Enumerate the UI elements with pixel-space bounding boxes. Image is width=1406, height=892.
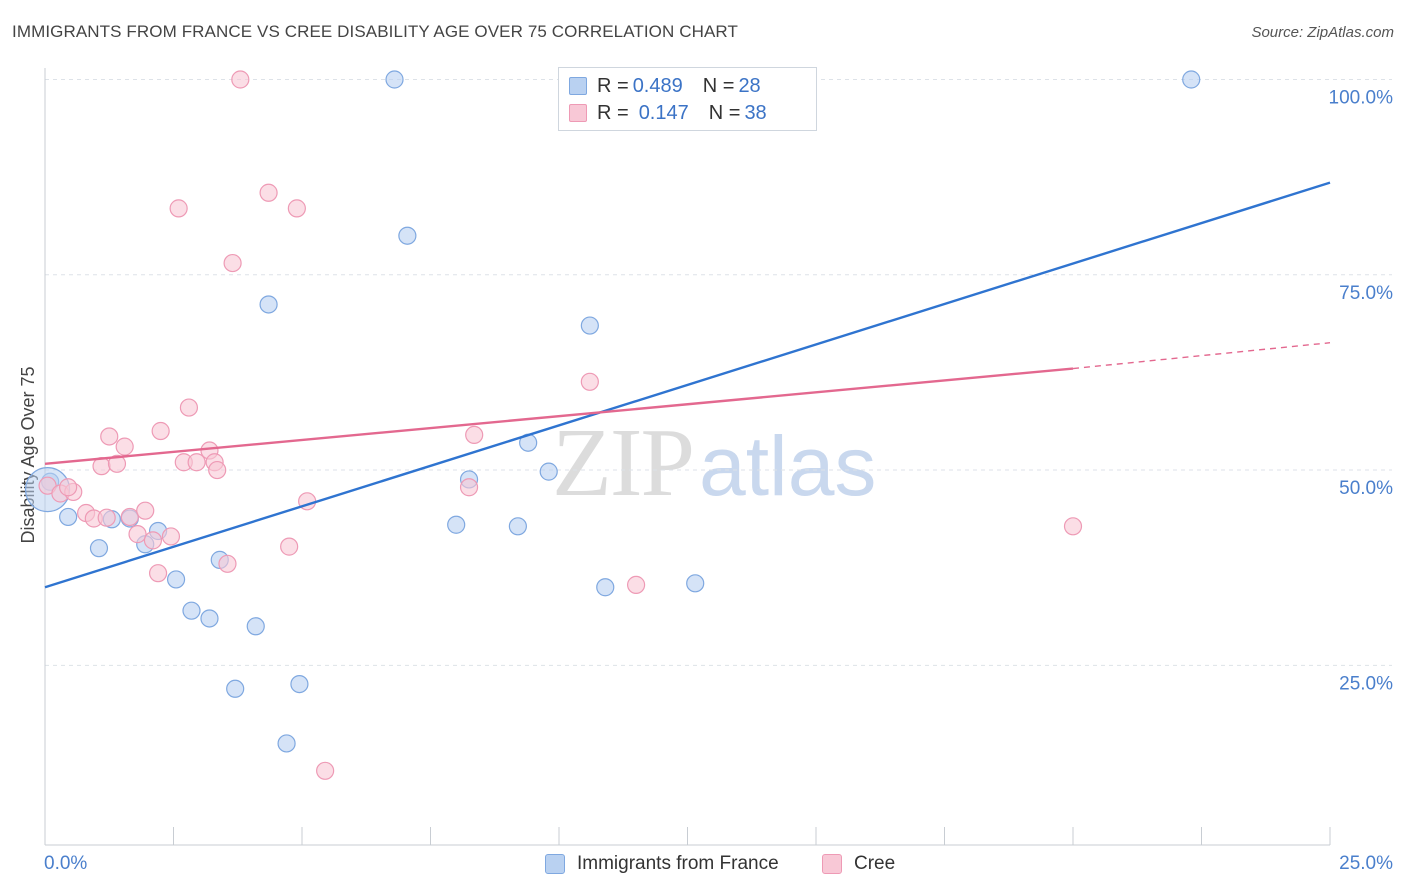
cree-point	[580, 372, 599, 391]
y-tick-label: 50.0%	[1339, 478, 1393, 499]
legend-swatch-cree	[569, 104, 587, 122]
source-credit: Source: ZipAtlas.com	[1251, 24, 1394, 41]
cree-point	[179, 398, 199, 417]
legend-row-cree: R = 0.147 N = 38	[569, 100, 767, 126]
n-value: 38	[744, 101, 767, 124]
n-label: N =	[708, 101, 741, 124]
correlation-legend: R = 0.489 N = 28 R = 0.147 N = 38	[558, 67, 817, 131]
france-point	[1182, 70, 1201, 89]
france-point	[246, 617, 265, 636]
cree-point	[1063, 517, 1083, 536]
legend-item-cree: Cree	[822, 853, 895, 875]
cree-point	[465, 425, 484, 445]
france-point	[89, 539, 109, 558]
series-legend: Immigrants from France Cree	[0, 851, 1406, 879]
france-point	[259, 295, 278, 314]
r-label: R =	[597, 74, 629, 97]
cree-point	[287, 199, 306, 218]
cree-point	[59, 478, 78, 497]
cree-point	[459, 478, 479, 497]
cree-point	[169, 199, 188, 218]
cree-point	[231, 70, 250, 89]
cree-point	[223, 253, 242, 273]
france-point	[508, 517, 527, 536]
legend-swatch-france	[545, 854, 565, 874]
x-tick-label: 25.0%	[1339, 853, 1393, 874]
legend-label-cree: Cree	[854, 853, 896, 874]
france-trend-line	[44, 181, 1331, 589]
r-label: R =	[597, 101, 629, 124]
cree-point	[187, 453, 206, 472]
r-value: 0.147	[638, 101, 689, 124]
cree-trend-line	[44, 367, 1074, 466]
france-point	[539, 462, 558, 481]
cree-point	[107, 454, 127, 473]
legend-swatch-cree	[822, 854, 842, 874]
france-point	[290, 674, 309, 694]
france-point	[166, 570, 186, 589]
r-value: 0.489	[632, 74, 683, 97]
legend-row-france: R = 0.489 N = 28	[569, 73, 761, 99]
legend-label-france: Immigrants from France	[577, 853, 779, 874]
cree-point	[161, 527, 181, 546]
france-point	[59, 507, 78, 527]
france-point	[385, 70, 404, 89]
y-tick-label: 100.0%	[1329, 88, 1394, 109]
france-point	[447, 515, 466, 534]
legend-swatch-france	[569, 77, 587, 95]
cree-trend-extension	[1072, 342, 1331, 370]
cree-point	[316, 761, 335, 780]
cree-point	[120, 507, 139, 527]
cree-point	[208, 460, 227, 480]
france-point	[686, 574, 705, 593]
x-tick-label: 0.0%	[44, 853, 87, 874]
n-value: 28	[738, 74, 761, 97]
france-point	[200, 609, 219, 628]
france-point	[182, 601, 201, 620]
y-tick-label: 25.0%	[1339, 673, 1393, 694]
legend-item-france: Immigrants from France	[545, 853, 779, 875]
france-point	[226, 679, 245, 698]
cree-point	[259, 183, 278, 202]
cree-point	[97, 508, 116, 527]
cree-point	[128, 525, 147, 544]
cree-point	[136, 501, 155, 520]
y-tick-label: 75.0%	[1339, 283, 1393, 304]
france-point	[580, 316, 599, 335]
cree-point	[280, 537, 299, 556]
cree-point	[626, 575, 646, 594]
cree-point	[143, 531, 163, 550]
cree-point	[151, 421, 170, 441]
cree-point	[218, 554, 237, 573]
chart-title: IMMIGRANTS FROM FRANCE VS CREE DISABILIT…	[12, 22, 738, 41]
cree-point	[148, 564, 168, 583]
n-label: N =	[702, 74, 735, 97]
france-point	[398, 226, 417, 245]
france-point	[596, 578, 615, 597]
y-axis-label: Disability Age Over 75	[18, 366, 38, 543]
cree-point	[115, 437, 134, 456]
france-point	[277, 734, 296, 753]
cree-point	[100, 427, 119, 446]
